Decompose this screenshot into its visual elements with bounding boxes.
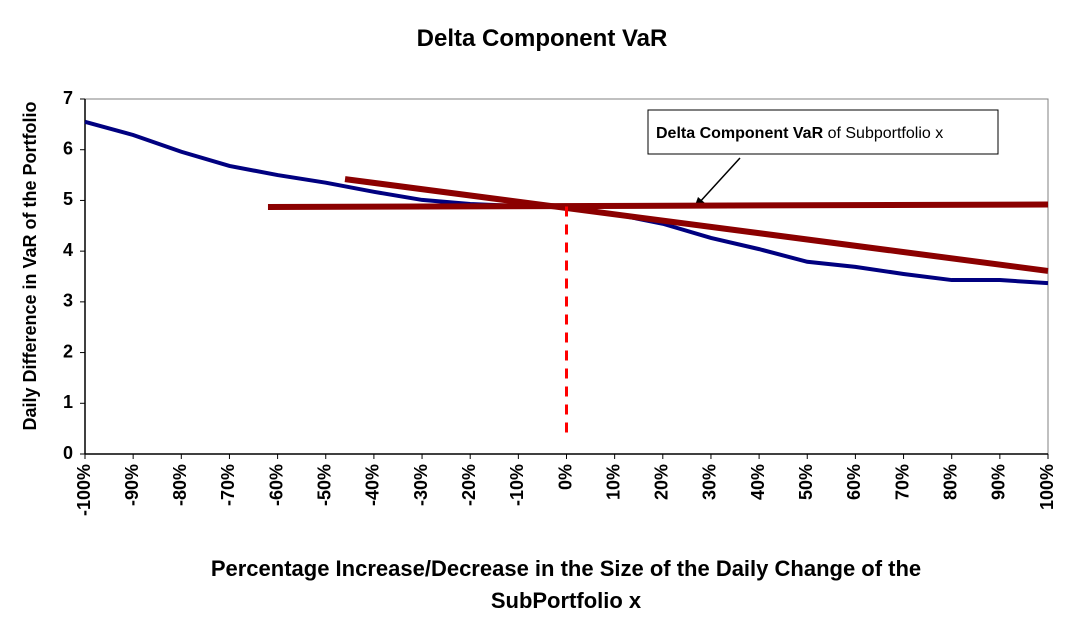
series-line	[267, 201, 1049, 211]
x-tick-label: -40%	[363, 464, 383, 506]
x-axis-label: SubPortfolio x	[491, 588, 642, 613]
y-tick-label: 0	[63, 443, 73, 463]
x-tick-label: -20%	[459, 464, 479, 506]
x-tick-label: -90%	[122, 464, 142, 506]
x-tick-label: -60%	[266, 464, 286, 506]
y-tick-label: 2	[63, 341, 73, 361]
x-tick-label: -80%	[170, 464, 190, 506]
y-tick-label: 1	[63, 392, 73, 412]
x-tick-label: 50%	[796, 464, 816, 500]
x-tick-label: 20%	[652, 464, 672, 500]
annotation-bold: Delta Component VaR	[656, 125, 824, 142]
x-tick-label: -100%	[74, 464, 94, 516]
annotation-box	[647, 109, 999, 155]
annotation-text: of Subportfolio x	[828, 125, 944, 142]
x-tick-label: 80%	[940, 464, 960, 500]
y-tick-label: 5	[63, 189, 73, 209]
y-tick-label: 6	[63, 138, 73, 158]
series-line	[344, 176, 1049, 274]
x-tick-label: -10%	[507, 464, 527, 506]
y-tick-label: 7	[63, 88, 73, 108]
y-tick-label: 4	[63, 240, 73, 260]
x-axis-label: Percentage Increase/Decrease in the Size…	[211, 556, 921, 581]
x-tick-label: 10%	[603, 464, 623, 500]
x-tick-label: 100%	[1037, 464, 1057, 510]
x-tick-label: -50%	[315, 464, 335, 506]
x-tick-label: -30%	[411, 464, 431, 506]
x-tick-label: 70%	[892, 464, 912, 500]
annotation-arrow	[697, 157, 741, 205]
x-tick-label: 40%	[748, 464, 768, 500]
x-tick-label: 60%	[844, 464, 864, 500]
x-tick-label: 90%	[989, 464, 1009, 500]
annotation: Delta Component VaR of Subportfolio x	[656, 125, 943, 142]
y-tick-label: 3	[63, 291, 73, 311]
x-tick-label: 0%	[555, 464, 575, 490]
y-axis-label: Daily Difference in VaR of the Portfolio	[20, 101, 40, 430]
x-tick-label: 30%	[700, 464, 720, 500]
chart-title: Delta Component VaR	[417, 25, 668, 52]
x-tick-label: -70%	[218, 464, 238, 506]
